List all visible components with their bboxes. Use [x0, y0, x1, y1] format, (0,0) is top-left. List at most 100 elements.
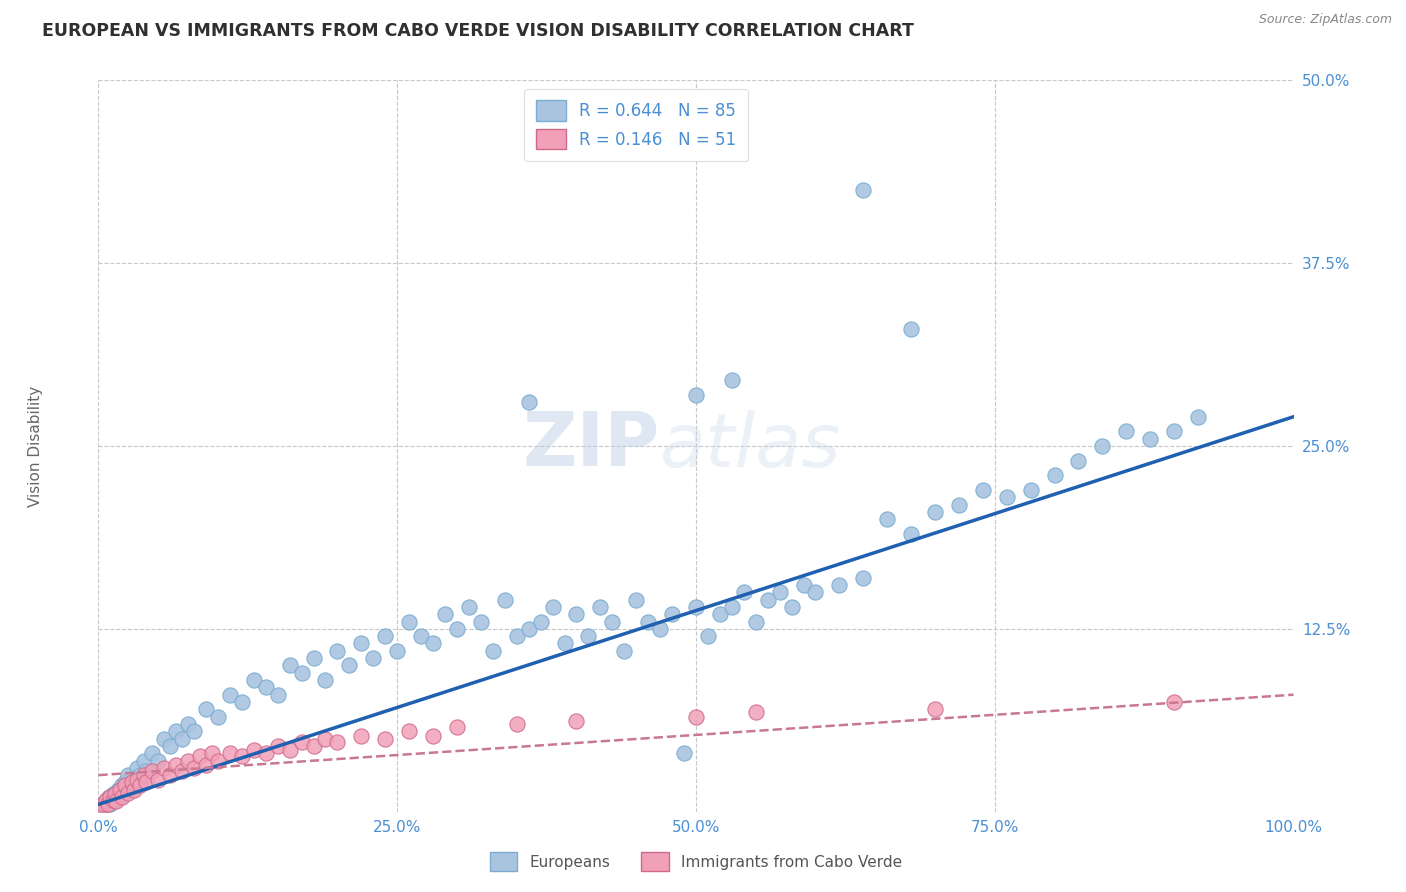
- Point: [135, 764, 157, 778]
- Point: [201, 746, 224, 760]
- Point: [107, 782, 129, 797]
- Point: [278, 743, 301, 757]
- Point: [374, 731, 396, 746]
- Point: [768, 585, 790, 599]
- Point: [105, 795, 128, 809]
- Text: Vision Disability: Vision Disability: [28, 385, 42, 507]
- Point: [554, 636, 576, 650]
- Point: [326, 644, 349, 658]
- Point: [924, 702, 946, 716]
- Point: [219, 688, 242, 702]
- Point: [315, 731, 337, 746]
- Point: [565, 607, 588, 622]
- Point: [350, 636, 373, 650]
- Point: [852, 183, 875, 197]
- Point: [219, 746, 242, 760]
- Point: [159, 768, 181, 782]
- Point: [541, 599, 564, 614]
- Point: [745, 705, 768, 719]
- Text: atlas: atlas: [661, 410, 842, 482]
- Text: EUROPEAN VS IMMIGRANTS FROM CABO VERDE VISION DISABILITY CORRELATION CHART: EUROPEAN VS IMMIGRANTS FROM CABO VERDE V…: [42, 22, 914, 40]
- Point: [121, 782, 143, 797]
- Point: [290, 665, 312, 680]
- Point: [101, 793, 124, 807]
- Point: [374, 629, 396, 643]
- Legend: Europeans, Immigrants from Cabo Verde: Europeans, Immigrants from Cabo Verde: [484, 847, 908, 877]
- Point: [231, 695, 253, 709]
- Point: [315, 673, 337, 687]
- Point: [470, 615, 492, 629]
- Point: [124, 775, 146, 789]
- Point: [98, 790, 121, 805]
- Point: [207, 709, 229, 723]
- Point: [194, 758, 217, 772]
- Point: [720, 599, 742, 614]
- Point: [1067, 453, 1090, 467]
- Point: [242, 743, 264, 757]
- Point: [624, 592, 647, 607]
- Point: [457, 599, 479, 614]
- Point: [828, 578, 851, 592]
- Point: [267, 739, 290, 753]
- Point: [108, 782, 131, 797]
- Point: [1019, 483, 1042, 497]
- Text: ZIP: ZIP: [523, 409, 661, 483]
- Point: [780, 599, 803, 614]
- Point: [104, 787, 127, 801]
- Point: [745, 615, 768, 629]
- Point: [494, 592, 516, 607]
- Point: [278, 658, 301, 673]
- Point: [111, 778, 134, 792]
- Point: [876, 512, 898, 526]
- Point: [422, 636, 444, 650]
- Point: [411, 629, 433, 643]
- Point: [101, 787, 124, 801]
- Point: [290, 734, 312, 748]
- Point: [254, 681, 277, 695]
- Point: [111, 790, 134, 805]
- Point: [600, 615, 623, 629]
- Point: [148, 754, 170, 768]
- Point: [995, 490, 1018, 504]
- Point: [153, 761, 176, 775]
- Point: [231, 749, 253, 764]
- Point: [481, 644, 505, 658]
- Point: [1139, 432, 1161, 446]
- Point: [177, 754, 200, 768]
- Point: [613, 644, 636, 658]
- Point: [433, 607, 456, 622]
- Point: [159, 739, 181, 753]
- Point: [114, 778, 136, 792]
- Point: [125, 772, 148, 787]
- Point: [398, 615, 420, 629]
- Point: [172, 731, 194, 746]
- Point: [363, 651, 385, 665]
- Point: [685, 709, 707, 723]
- Point: [398, 724, 420, 739]
- Point: [117, 768, 139, 782]
- Point: [576, 629, 599, 643]
- Point: [661, 607, 683, 622]
- Point: [648, 622, 672, 636]
- Point: [1043, 468, 1066, 483]
- Point: [793, 578, 815, 592]
- Point: [94, 793, 117, 807]
- Point: [685, 599, 707, 614]
- Point: [900, 526, 922, 541]
- Point: [385, 644, 409, 658]
- Point: [124, 782, 146, 797]
- Point: [804, 585, 827, 599]
- Point: [96, 793, 118, 807]
- Point: [242, 673, 264, 687]
- Point: [97, 797, 120, 812]
- Point: [114, 775, 136, 789]
- Point: [129, 768, 152, 782]
- Point: [709, 607, 731, 622]
- Point: [446, 622, 468, 636]
- Point: [506, 629, 529, 643]
- Point: [302, 651, 325, 665]
- Point: [125, 761, 148, 775]
- Point: [135, 775, 157, 789]
- Point: [98, 790, 122, 805]
- Point: [733, 585, 755, 599]
